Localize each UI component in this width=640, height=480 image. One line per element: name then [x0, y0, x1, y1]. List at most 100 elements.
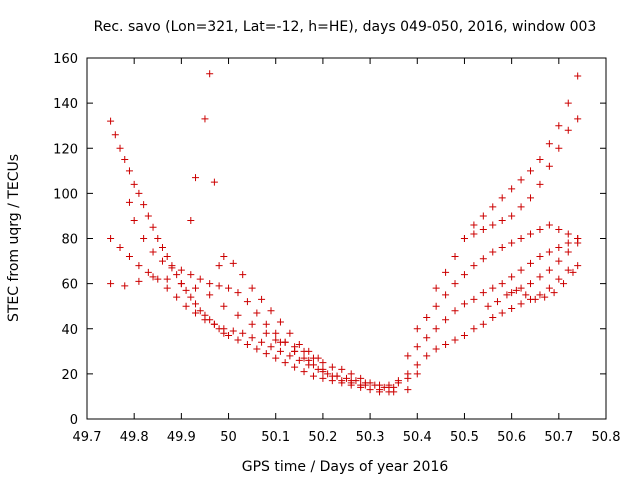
data-point-arc-4 [262, 320, 270, 328]
data-point-arc-4 [300, 354, 308, 362]
data-point-arc-4 [347, 379, 355, 387]
data-point-arc-5 [206, 70, 214, 78]
data-point-arc-12 [512, 286, 520, 294]
data-point-arc-9 [413, 325, 421, 333]
data-point-arc-3 [248, 320, 256, 328]
data-point-arc-8 [479, 289, 487, 297]
data-point-arc-4 [338, 377, 346, 385]
data-point-arc-6 [309, 354, 317, 362]
data-point-arc-13 [536, 273, 544, 281]
data-point-arc-11 [536, 180, 544, 188]
x-tick-label: 50.5 [450, 430, 479, 445]
data-point-arc-10 [564, 99, 572, 107]
data-point-arc-7 [479, 320, 487, 328]
data-point-arc-3 [305, 356, 313, 364]
data-point-arc-5 [295, 341, 303, 349]
data-point-arc-11 [498, 216, 506, 224]
data-point-arc-2 [182, 302, 190, 310]
data-point-arc-6 [291, 343, 299, 351]
data-point-arc-9 [479, 255, 487, 263]
data-point-arc-12 [560, 280, 568, 288]
data-point-arc-8 [527, 259, 535, 267]
data-point-arc-3 [192, 284, 200, 292]
data-point-arc-5 [215, 262, 223, 270]
data-point-arc-6 [300, 347, 308, 355]
data-point-arc-1 [116, 144, 124, 152]
data-point-arc-10 [545, 140, 553, 148]
data-point-arc-6 [376, 381, 384, 389]
data-point-arc-1 [319, 374, 327, 382]
data-point-arc-2 [192, 309, 200, 317]
plot-frame [86, 57, 607, 420]
data-point-arc-10 [451, 253, 459, 261]
data-point-arc-4 [196, 275, 204, 283]
data-point-arc-4 [357, 381, 365, 389]
data-point-arc-1 [135, 189, 143, 197]
data-point-arc-7 [489, 313, 497, 321]
data-point-arc-7 [498, 309, 506, 317]
data-point-arc-10 [498, 194, 506, 202]
data-point-arc-9 [536, 225, 544, 233]
data-point-arc-6 [319, 359, 327, 367]
data-point-arc-1 [130, 180, 138, 188]
data-point-arc-8 [517, 266, 525, 274]
data-point-arc-2 [276, 347, 284, 355]
data-point-arc-12 [503, 291, 511, 299]
data-point-arc-13 [517, 284, 525, 292]
data-point-arc-10 [489, 203, 497, 211]
data-point-arc-7 [404, 370, 412, 378]
data-point-arc-1 [309, 372, 317, 380]
data-point-arc-3 [262, 329, 270, 337]
data-point-arc-10 [432, 284, 440, 292]
data-point-arc-1 [253, 345, 261, 353]
data-point-arc-1 [196, 307, 204, 315]
y-tick-label: 80 [61, 233, 78, 248]
data-point-arc-4 [158, 257, 166, 265]
data-point-arc-9 [489, 248, 497, 256]
data-point-arc-1 [173, 271, 181, 279]
data-point-arc-4 [253, 309, 261, 317]
data-point-arc-2 [248, 334, 256, 342]
x-tick-label: 50.4 [403, 430, 432, 445]
data-point-arc-6 [357, 374, 365, 382]
data-point-arc-7 [442, 341, 450, 349]
data-point-arc-1 [144, 212, 152, 220]
data-point-arc-4 [177, 266, 185, 274]
data-point-arc-13 [564, 248, 572, 256]
data-point-arc-5 [276, 318, 284, 326]
data-point-arc-1 [187, 293, 195, 301]
data-point-arc-2 [116, 244, 124, 252]
data-point-arc-8 [413, 343, 421, 351]
data-point-arc-5 [220, 253, 228, 261]
data-point-arc-2 [201, 316, 209, 324]
data-point-arc-7 [555, 275, 563, 283]
data-point-arc-2 [295, 356, 303, 364]
y-tick-label: 40 [61, 323, 78, 338]
data-point-arc-4 [328, 372, 336, 380]
data-point-arc-10 [555, 122, 563, 130]
data-point-arc-3 [177, 280, 185, 288]
data-point-arc-5 [229, 259, 237, 267]
data-point-arc-4 [187, 271, 195, 279]
data-point-arc-1 [154, 235, 162, 242]
data-point-arc-9 [564, 230, 572, 238]
data-point-arc-9 [470, 262, 478, 270]
data-point-arc-8 [460, 300, 468, 308]
y-tick-label: 20 [61, 368, 78, 383]
data-point-arc-1 [281, 359, 289, 367]
data-point-arc-1 [234, 336, 242, 344]
data-point-arc-7 [574, 262, 582, 270]
data-point-arc-7 [385, 383, 393, 391]
data-point-arc-12 [531, 295, 539, 303]
data-point-arc-2 [154, 275, 162, 283]
data-point-arc-3 [206, 291, 214, 299]
data-point-arc-2 [210, 320, 218, 328]
data-point-arc-2 [173, 293, 181, 301]
data-point-arc-3 [121, 282, 129, 290]
data-point-arc-7 [460, 332, 468, 340]
data-point-arc-1 [140, 201, 148, 209]
data-point-arc-8 [555, 244, 563, 252]
data-point-arc-10 [508, 185, 516, 193]
data-point-arc-8 [432, 325, 440, 333]
